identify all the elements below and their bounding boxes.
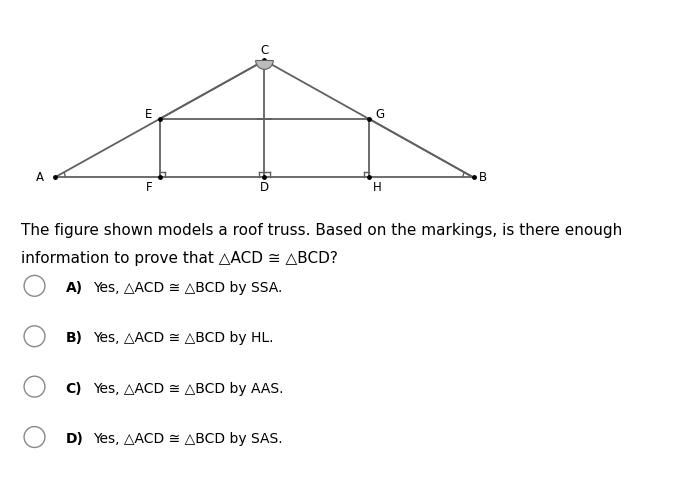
Text: C): C) [66,382,82,396]
Text: A): A) [66,281,83,295]
Text: Yes, △ACD ≅ △BCD by HL.: Yes, △ACD ≅ △BCD by HL. [93,331,274,346]
Text: A: A [36,171,43,184]
Text: H: H [373,181,382,194]
Circle shape [24,276,45,296]
Text: information to prove that △ACD ≅ △BCD?: information to prove that △ACD ≅ △BCD? [21,251,337,266]
Circle shape [24,376,45,397]
Circle shape [24,427,45,447]
Text: G: G [375,108,384,120]
Text: F: F [146,181,152,194]
Circle shape [24,326,45,347]
Text: B): B) [66,331,83,346]
Text: E: E [146,108,152,120]
Text: B: B [478,171,486,184]
Text: Yes, △ACD ≅ △BCD by SSA.: Yes, △ACD ≅ △BCD by SSA. [93,281,282,295]
Text: D: D [260,181,269,194]
Text: Yes, △ACD ≅ △BCD by SAS.: Yes, △ACD ≅ △BCD by SAS. [93,432,283,446]
Text: Yes, △ACD ≅ △BCD by AAS.: Yes, △ACD ≅ △BCD by AAS. [93,382,284,396]
Wedge shape [255,60,273,69]
Text: C: C [260,44,268,57]
Text: The figure shown models a roof truss. Based on the markings, is there enough: The figure shown models a roof truss. Ba… [21,223,622,238]
Text: D): D) [66,432,83,446]
